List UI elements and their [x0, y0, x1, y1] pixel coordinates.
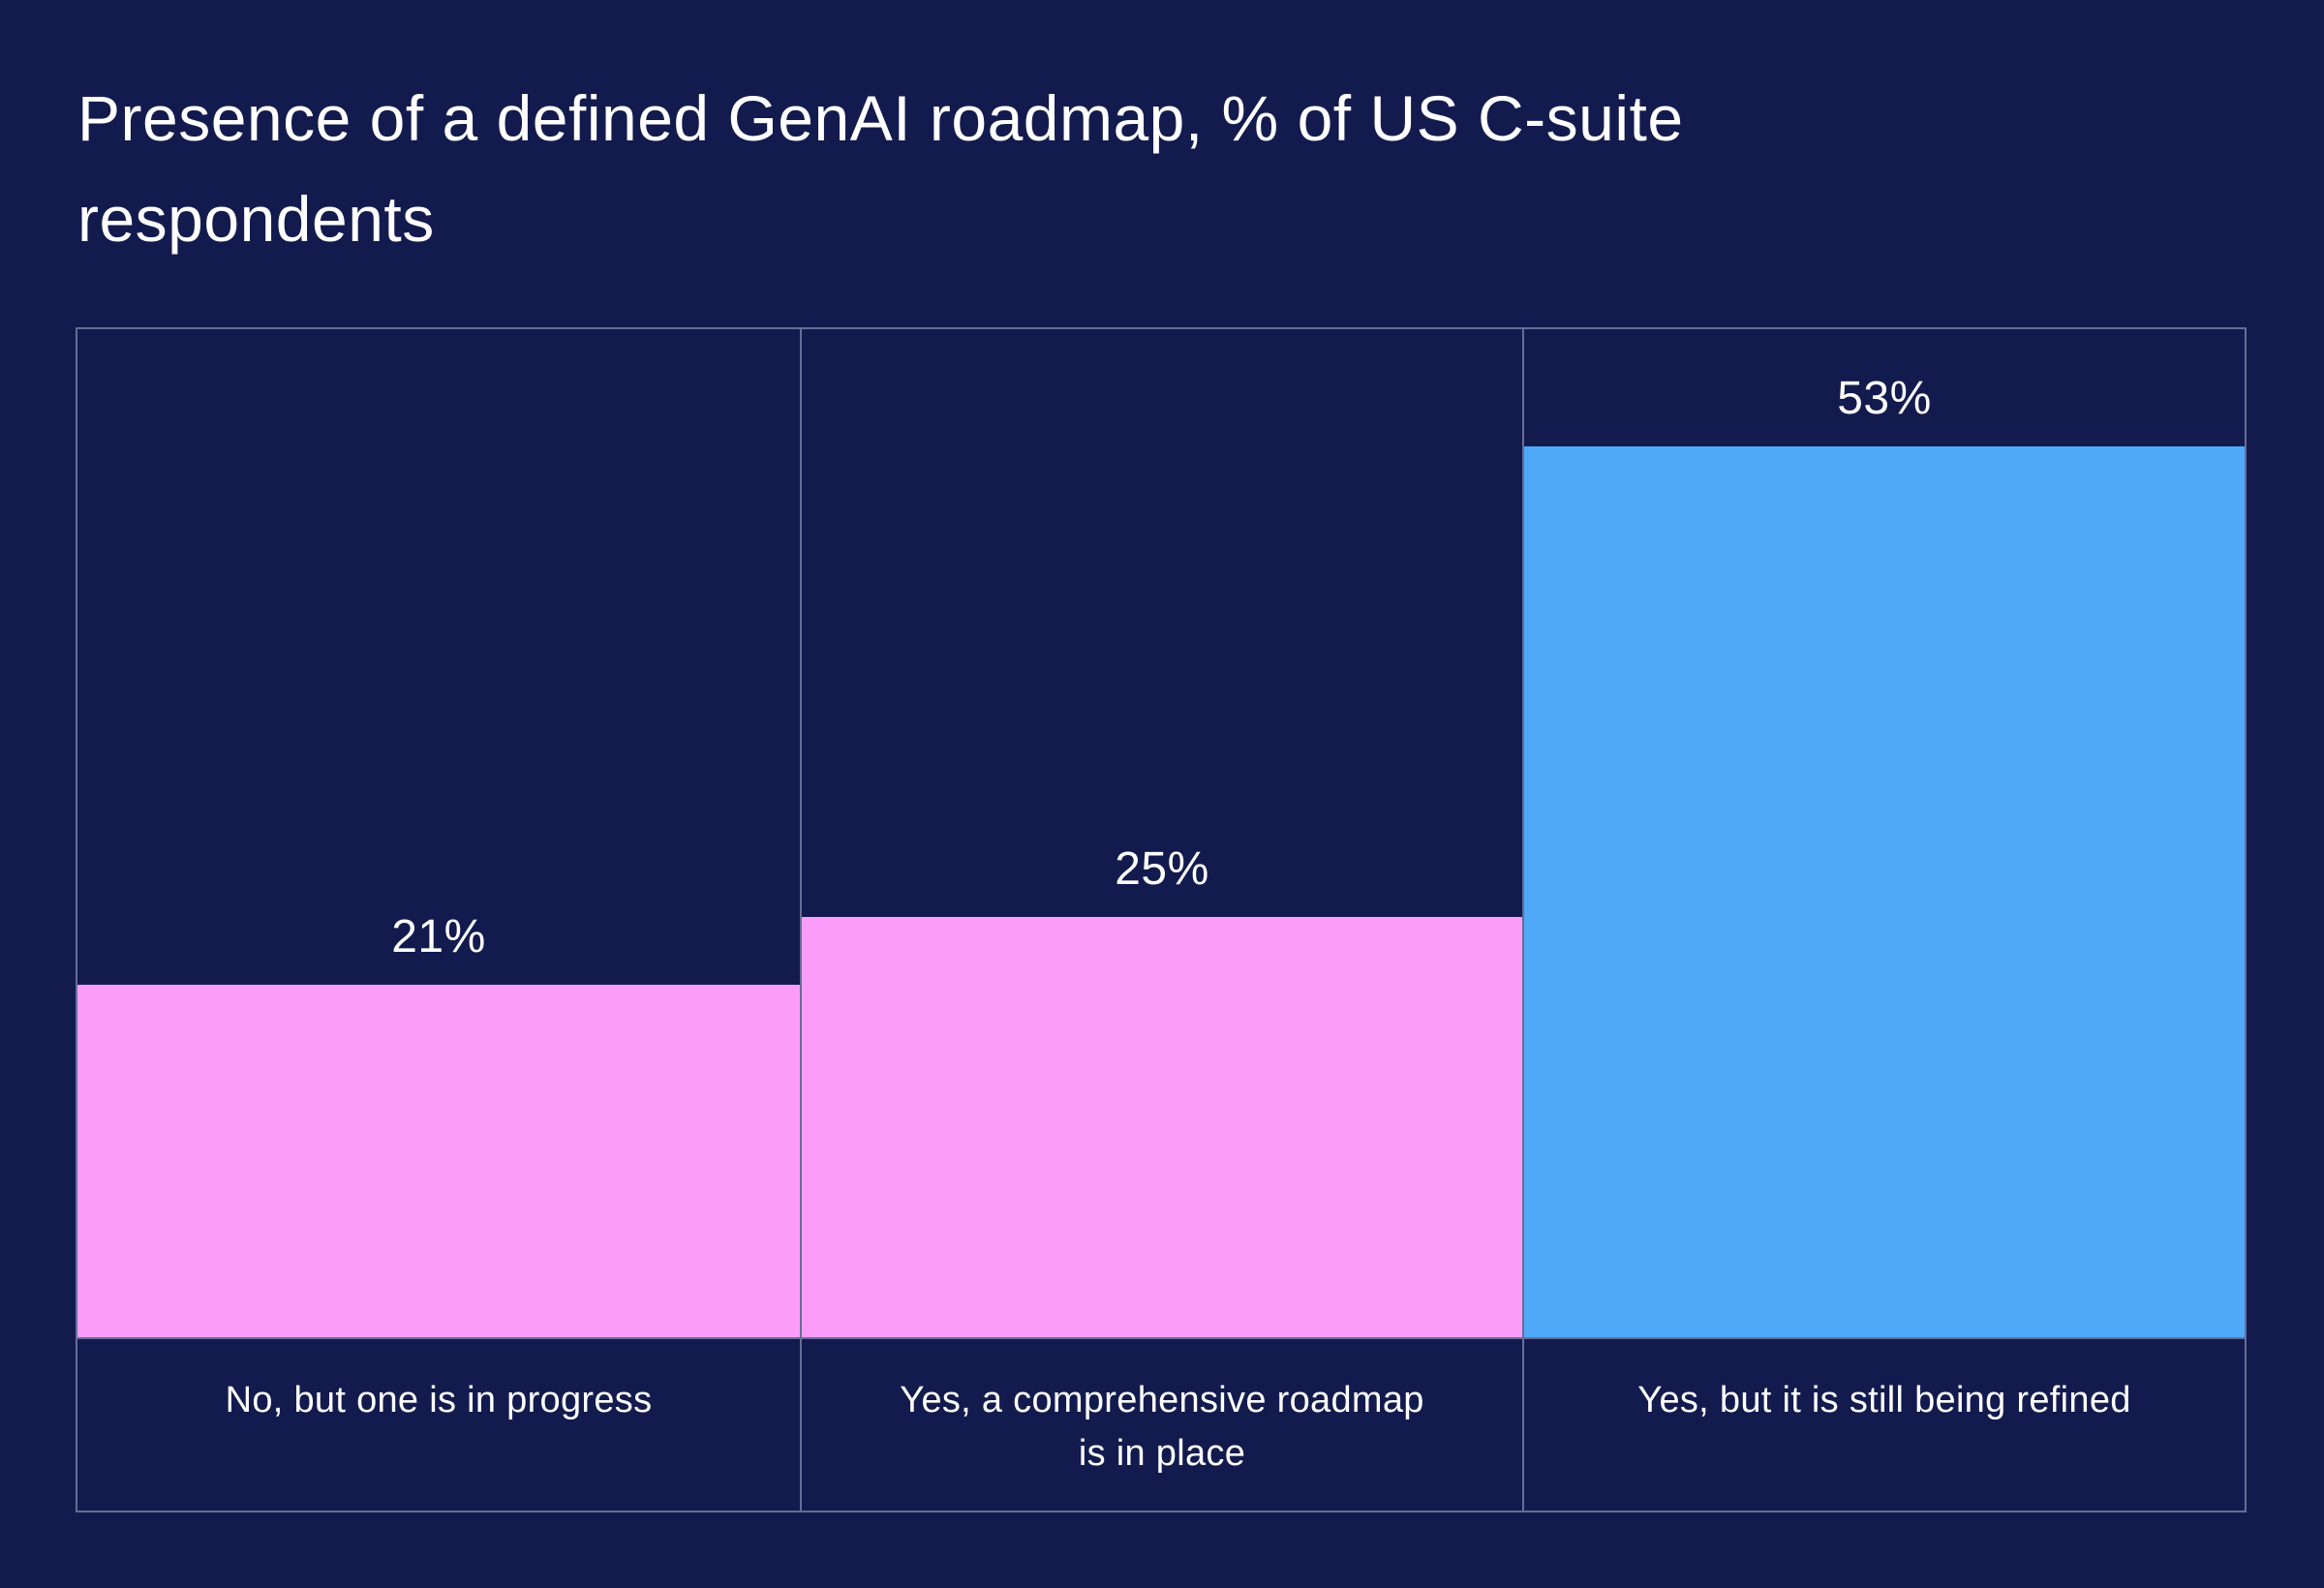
category-label-line: Yes, a comprehensive roadmap: [900, 1380, 1424, 1420]
category-label-line: is in place: [1078, 1433, 1246, 1475]
category-label-line: No, but one is in progress: [225, 1380, 653, 1420]
bar-plot-area: 21%: [77, 329, 800, 1339]
category-label: Yes, a comprehensive roadmap is in place: [802, 1339, 1522, 1511]
chart-title: Presence of a defined GenAI roadmap, % o…: [77, 82, 1684, 256]
bar-column-no-in-progress: 21% No, but one is in progress: [77, 329, 800, 1511]
bar-comprehensive-roadmap: [802, 917, 1522, 1337]
bar-no-in-progress: [77, 984, 800, 1337]
value-label: 25%: [1115, 843, 1209, 896]
bar-plot-area: 25%: [802, 329, 1522, 1339]
bar-chart: 21% No, but one is in progress 25% Yes, …: [76, 327, 2247, 1512]
category-label-line: Yes, but it is still being refined: [1637, 1380, 2131, 1420]
bar-column-still-being-refined: 53% Yes, but it is still being refined: [1522, 329, 2245, 1511]
bar-plot-area: 53%: [1524, 329, 2245, 1339]
category-label: No, but one is in progress: [77, 1339, 800, 1511]
category-label: Yes, but it is still being refined: [1524, 1339, 2245, 1511]
bar-still-being-refined: [1524, 446, 2245, 1337]
value-label: 53%: [1837, 373, 1932, 425]
bar-column-comprehensive-roadmap: 25% Yes, a comprehensive roadmap is in p…: [800, 329, 1522, 1511]
value-label: 21%: [391, 910, 486, 962]
